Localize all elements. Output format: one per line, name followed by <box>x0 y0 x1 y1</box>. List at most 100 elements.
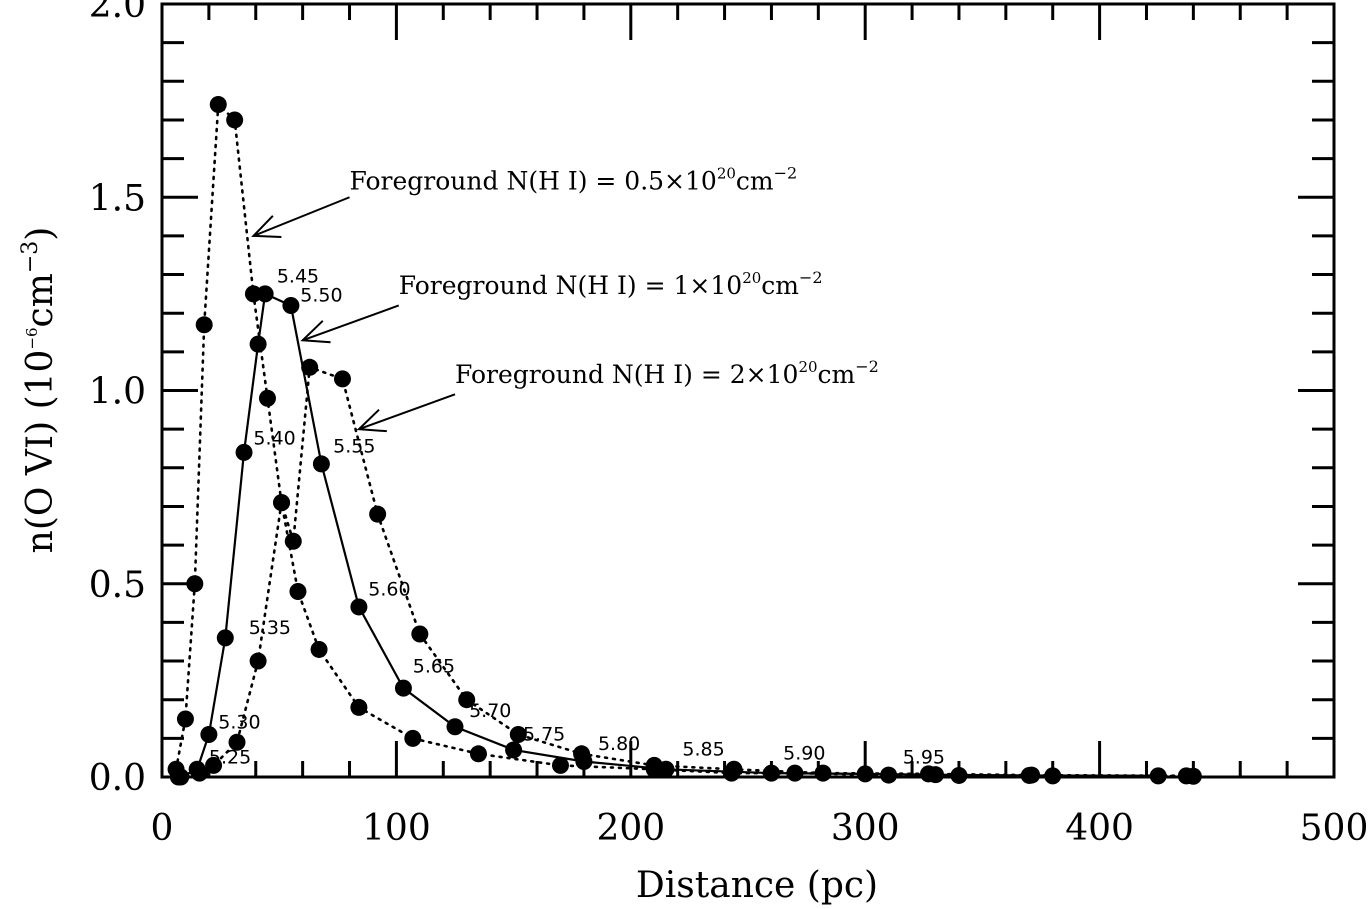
y-tick-label: 1.0 <box>89 372 146 413</box>
x-tick-label: 100 <box>362 808 431 849</box>
data-point <box>573 745 591 763</box>
annotation-unit: cm <box>736 167 774 196</box>
data-point <box>273 494 291 512</box>
data-point <box>645 756 663 774</box>
data-point <box>226 111 244 129</box>
data-point <box>509 725 527 743</box>
data-point <box>551 756 569 774</box>
data-point <box>169 768 187 786</box>
data-point <box>176 710 194 728</box>
temperature-label: 5.75 <box>523 723 565 745</box>
data-point <box>235 443 253 461</box>
temperature-label: 5.95 <box>903 746 945 768</box>
data-point <box>1177 767 1195 785</box>
y-tick-label: 1.5 <box>89 178 146 219</box>
y-tick-label: 0.5 <box>89 565 146 606</box>
x-tick-label: 200 <box>596 808 665 849</box>
y-axis-title-close: ) <box>20 227 61 241</box>
data-point <box>289 582 307 600</box>
data-point <box>310 640 328 658</box>
temperature-label: 5.40 <box>253 428 295 450</box>
data-point <box>350 598 368 616</box>
annotation-unit-exp: −2 <box>799 268 823 287</box>
x-tick-label: 0 <box>151 808 174 849</box>
temperature-label: 5.70 <box>469 700 511 722</box>
annotation-1: Foreground N(H I) = 0.5×1020cm−2 <box>350 164 798 196</box>
x-axis-title: Distance (pc) <box>636 865 878 906</box>
temperature-label: 5.55 <box>333 435 375 457</box>
data-point <box>205 756 223 774</box>
data-point <box>301 358 319 376</box>
temperature-label: 5.30 <box>218 712 260 734</box>
annotation-arrow <box>253 196 350 237</box>
annotation-unit: cm <box>761 271 799 300</box>
data-point <box>312 455 330 473</box>
data-point <box>725 760 743 778</box>
axis-ticks <box>160 2 1336 779</box>
data-point <box>282 296 300 314</box>
temperature-label: 5.60 <box>368 578 410 600</box>
series-layer <box>167 95 1202 786</box>
data-point <box>209 95 227 113</box>
data-point <box>191 764 209 782</box>
annotation-arrowhead <box>300 320 331 344</box>
axis-tick-labels: 0 100 200 300 400 500 0.0 0.5 1.0 1.5 2.0 <box>89 0 1369 849</box>
y-axis-title: n(O VI) (10−6cm−3) <box>18 227 61 554</box>
annotation-prefix: Foreground N(H I) = 1×10 <box>399 271 742 300</box>
annotation-prefix: Foreground N(H I) = 0.5×10 <box>350 167 717 196</box>
data-point <box>256 285 274 303</box>
temperature-label: 5.80 <box>598 733 640 755</box>
y-tick-label: 2.0 <box>89 0 146 26</box>
data-point <box>249 335 267 353</box>
data-point <box>350 698 368 716</box>
temperature-label: 5.65 <box>413 656 455 678</box>
data-point <box>244 285 262 303</box>
data-point <box>404 729 422 747</box>
data-point <box>258 389 276 407</box>
temperature-label: 5.25 <box>209 746 251 768</box>
data-point <box>446 718 464 736</box>
annotation-arrowhead <box>251 215 282 238</box>
data-point <box>200 725 218 743</box>
y-tick-label: 0.0 <box>89 758 146 799</box>
annotations: Foreground N(H I) = 0.5×1020cm−2Foregrou… <box>251 164 879 433</box>
temperature-labels: 5.25 5.30 5.35 5.40 5.455.50 5.55 5.60 5.65 5.70… <box>209 265 945 768</box>
temperature-label: 5.45 <box>277 265 319 287</box>
data-point <box>195 316 213 334</box>
y-axis-title-mid: cm <box>20 273 61 327</box>
data-point <box>762 764 780 782</box>
annotation-arrow <box>358 393 456 431</box>
temperature-label: 5.85 <box>682 739 724 761</box>
annotation-prefix: Foreground N(H I) = 2×10 <box>455 360 798 389</box>
data-point <box>469 745 487 763</box>
data-point <box>919 765 937 783</box>
data-point <box>458 691 476 709</box>
y-axis-title-main: n(O VI) (10 <box>20 350 61 554</box>
annotation-exp: 20 <box>717 165 736 183</box>
series-line-2 <box>180 292 1159 778</box>
y-axis-title-exp1: −6 <box>23 327 41 349</box>
data-point <box>814 764 832 782</box>
annotation-3: Foreground N(H I) = 2×1020cm−2 <box>455 357 879 389</box>
annotation-unit-exp: −2 <box>855 357 879 376</box>
annotation-2: Foreground N(H I) = 1×1020cm−2 <box>399 268 823 300</box>
x-tick-label: 300 <box>831 808 900 849</box>
plot-frame <box>160 2 1336 779</box>
annotation-exp: 20 <box>742 269 761 287</box>
data-point <box>394 679 412 697</box>
series-line-3 <box>177 365 1188 779</box>
annotation-arrow <box>302 304 400 342</box>
x-tick-label: 400 <box>1065 808 1134 849</box>
temperature-label: 5.35 <box>249 617 291 639</box>
data-point <box>369 505 387 523</box>
data-point <box>1023 766 1041 784</box>
annotation-unit: cm <box>818 360 856 389</box>
data-point <box>411 625 429 643</box>
annotation-arrowhead <box>356 408 387 433</box>
data-point <box>228 733 246 751</box>
data-point <box>505 741 523 759</box>
x-tick-label: 500 <box>1300 808 1369 849</box>
data-point <box>216 629 234 647</box>
y-axis-title-exp2: −3 <box>18 241 43 273</box>
